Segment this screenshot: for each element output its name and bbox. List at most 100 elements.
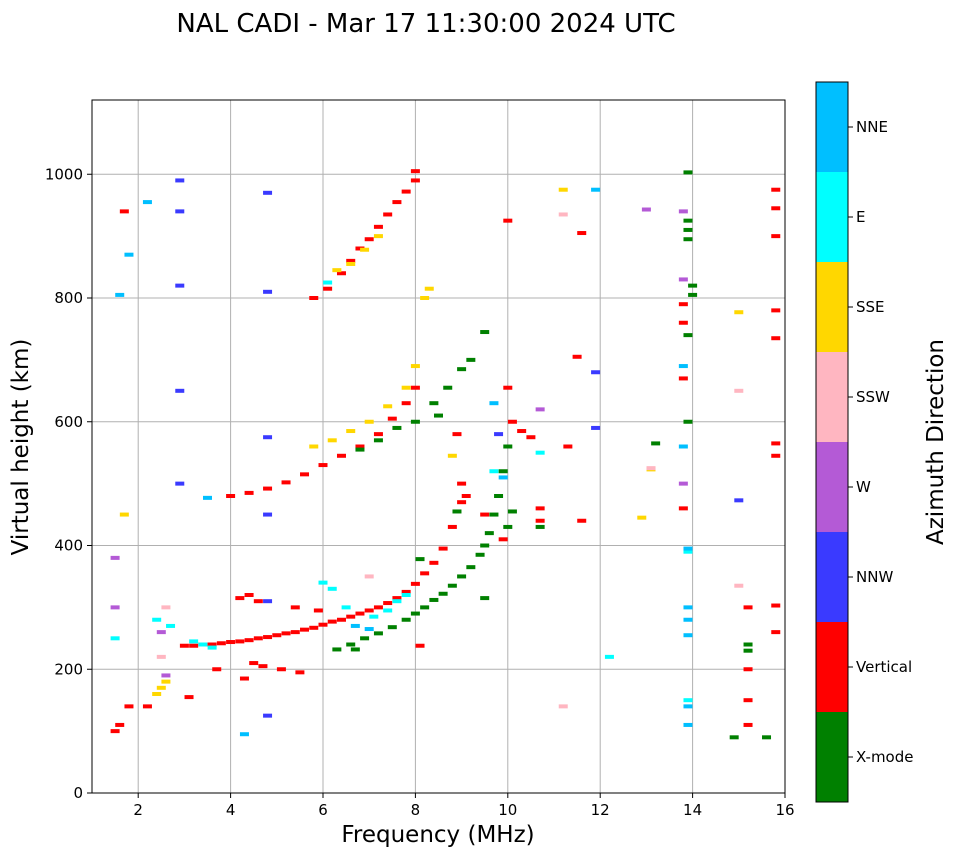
data-point — [263, 635, 273, 640]
data-point — [119, 512, 129, 517]
data-point — [498, 475, 508, 480]
data-point — [152, 617, 162, 622]
data-point — [688, 292, 698, 297]
data-point — [313, 608, 323, 613]
data-point — [318, 463, 328, 468]
data-point — [743, 722, 753, 727]
data-point — [683, 704, 693, 709]
colorbar-tick-label: NNW — [856, 568, 893, 586]
data-point — [535, 450, 545, 455]
series-vertical — [179, 481, 467, 648]
data-point — [175, 209, 185, 214]
data-point — [678, 481, 688, 486]
x-tick-label: 6 — [318, 801, 328, 819]
data-point — [346, 261, 356, 266]
data-point — [461, 494, 471, 498]
data-point — [401, 589, 411, 594]
data-point — [401, 189, 411, 194]
data-point — [517, 429, 527, 434]
data-point — [424, 286, 434, 291]
colorbar-segment — [816, 442, 848, 532]
data-point — [591, 425, 601, 430]
series-w — [110, 207, 688, 678]
data-point — [447, 524, 457, 529]
data-point — [364, 419, 374, 424]
data-point — [239, 732, 249, 737]
colorbar-segment — [816, 622, 848, 712]
series-x-mode — [350, 170, 772, 740]
data-point — [198, 642, 208, 647]
data-point — [350, 623, 360, 628]
data-point — [332, 268, 342, 273]
data-point — [364, 237, 374, 242]
data-point — [535, 407, 545, 412]
series-x-mode — [355, 330, 490, 452]
x-tick-label: 12 — [591, 801, 610, 819]
data-point — [355, 444, 365, 449]
data-point — [295, 670, 305, 675]
y-tick-label: 200 — [54, 660, 83, 678]
data-point — [323, 286, 333, 291]
data-point — [258, 664, 268, 669]
colorbar-tick-label: Vertical — [856, 658, 912, 676]
data-point — [678, 506, 688, 511]
colorbar-segment — [816, 712, 848, 802]
data-point — [572, 354, 582, 359]
data-point — [591, 370, 601, 375]
data-point — [452, 509, 462, 514]
data-point — [480, 512, 490, 517]
data-point — [410, 611, 420, 616]
data-point — [577, 518, 587, 523]
y-tick-label: 600 — [54, 413, 83, 431]
data-point — [383, 608, 393, 613]
data-point — [563, 444, 573, 449]
colorbar-segment — [816, 532, 848, 622]
data-point — [156, 654, 166, 659]
data-point — [683, 419, 693, 424]
data-point — [253, 599, 263, 604]
data-point — [489, 512, 499, 517]
series-ssw — [156, 212, 744, 709]
data-point — [683, 333, 693, 338]
colorbar-frame — [815, 81, 849, 803]
data-point — [364, 574, 374, 579]
data-point — [688, 283, 698, 288]
data-point — [212, 667, 222, 672]
data-point — [281, 480, 291, 485]
x-tick-label: 2 — [133, 801, 143, 819]
data-point — [535, 524, 545, 529]
x-axis-ticks: 2 4 6 8 10 12 14 16 — [133, 793, 795, 819]
data-point — [683, 722, 693, 727]
data-point — [678, 209, 688, 214]
data-point — [558, 212, 568, 217]
data-point — [226, 640, 236, 645]
data-point — [526, 435, 536, 440]
data-point — [383, 601, 393, 606]
data-point — [489, 401, 499, 406]
data-point — [678, 364, 688, 369]
data-point — [327, 586, 337, 591]
data-point — [184, 695, 194, 700]
data-point — [503, 218, 513, 223]
data-point — [457, 367, 467, 372]
data-point — [429, 597, 439, 602]
data-point — [175, 178, 185, 183]
data-point — [110, 605, 120, 610]
data-point — [743, 642, 753, 647]
data-point — [156, 685, 166, 690]
data-point — [124, 252, 134, 257]
data-point — [503, 444, 513, 449]
data-point — [309, 296, 319, 300]
x-tick-label: 8 — [411, 801, 421, 819]
data-point — [355, 246, 365, 251]
data-point — [392, 200, 402, 205]
series-x-mode — [332, 444, 513, 652]
data-point — [743, 648, 753, 653]
data-point — [318, 622, 328, 627]
data-point — [253, 636, 263, 641]
data-point — [410, 169, 420, 174]
data-point — [207, 642, 217, 647]
data-point — [318, 580, 328, 585]
data-point — [771, 234, 781, 239]
